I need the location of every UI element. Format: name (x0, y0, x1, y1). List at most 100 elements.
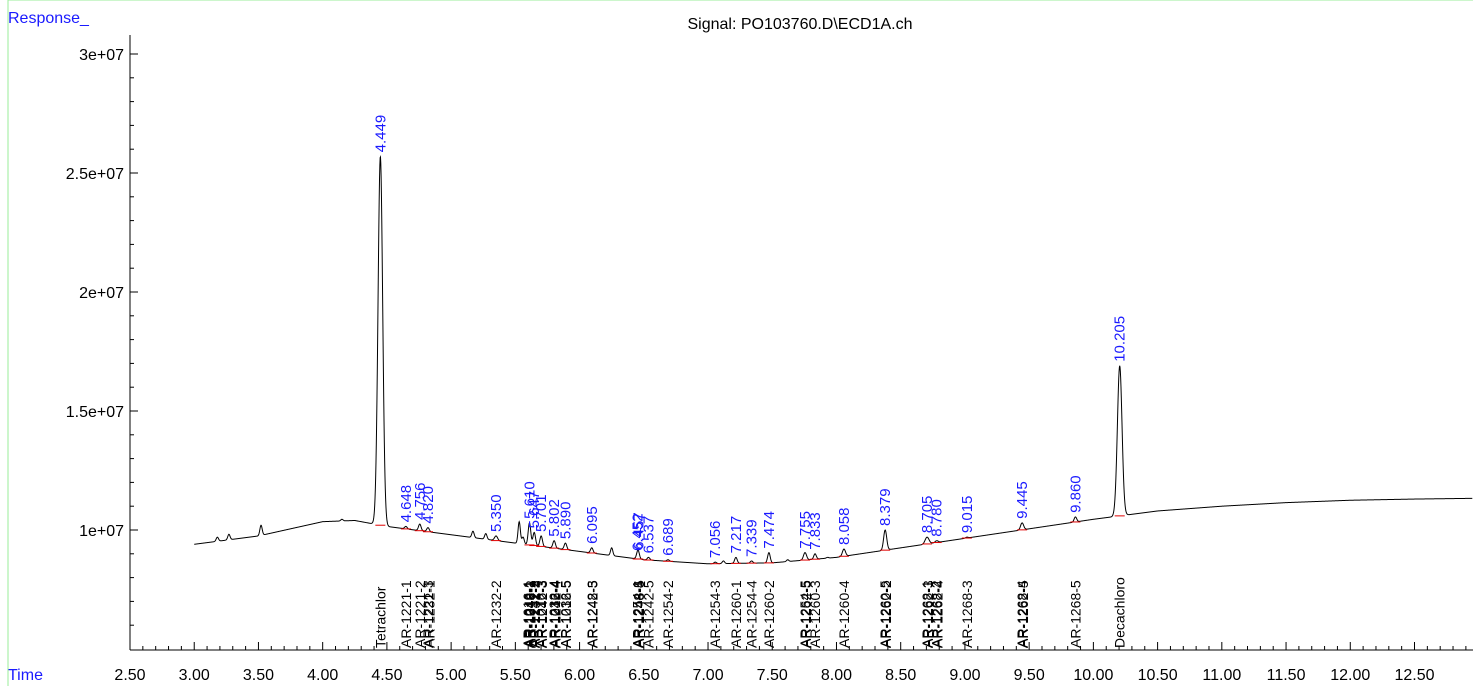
compound-label: AR-1248-4 (630, 580, 646, 648)
peak-label: 7.056 (707, 521, 724, 559)
peak-label: 6.095 (584, 506, 601, 544)
compound-label: AR-1254-3 (707, 580, 723, 648)
x-tick-label: 5.50 (500, 667, 531, 684)
y-axis-label: Response_ (8, 10, 89, 27)
x-tick-label: 3.50 (243, 667, 274, 684)
x-tick-label: 7.50 (757, 667, 788, 684)
peak-label: 5.647 (526, 491, 543, 529)
x-tick-label: 12.50 (1394, 667, 1434, 684)
peak-label: 5.701 (533, 494, 550, 532)
compound-label: AR-1232-3 (527, 580, 543, 648)
compound-label: AR-1260-5 (877, 580, 893, 648)
compound-label: AR-1262-4 (929, 580, 945, 648)
compound-label: AR-1232-1 (421, 580, 437, 648)
peak-label: 4.449 (372, 115, 389, 153)
compound-label: AR-1232-4 (546, 580, 562, 648)
x-tick-label: 10.50 (1138, 667, 1178, 684)
x-tick-label: 9.50 (1014, 667, 1045, 684)
peak-label: 8.705 (919, 496, 936, 534)
compound-label: AR-1248-1 (522, 580, 538, 648)
peak-label: 8.058 (836, 507, 853, 545)
compound-label: AR-1254-5 (797, 580, 813, 648)
chart-title: Signal: PO103760.D\ECD1A.ch (687, 16, 913, 33)
peak-label: 9.445 (1014, 481, 1031, 519)
y-tick-label: 3e+07 (79, 47, 124, 64)
compound-label: AR-1232-2 (488, 580, 504, 648)
compound-label: AR-1016-2 (523, 580, 539, 648)
compound-label: AR-1221-3 (420, 580, 436, 648)
peak-label: 7.474 (761, 511, 778, 549)
x-tick-label: 11.50 (1267, 667, 1306, 684)
peak-label: 4.756 (412, 483, 429, 521)
compound-label: AR-1268-5 (1067, 580, 1083, 648)
compound-label: AR-1242-3 (534, 580, 550, 648)
peak-label: 9.015 (959, 496, 976, 534)
peak-label: 10.205 (1112, 316, 1129, 362)
x-tick-label: 5.00 (436, 667, 467, 684)
compound-label: AR-1260-2 (761, 580, 777, 648)
x-tick-label: 8.50 (885, 667, 916, 684)
y-tick-label: 1.5e+07 (66, 404, 124, 421)
x-tick-label: 10.00 (1073, 667, 1113, 684)
compound-label: AR-1262-5 (798, 580, 814, 648)
compound-label: AR-1016-3 (533, 580, 549, 648)
peak-label: 6.457 (630, 512, 647, 550)
compound-label: AR-1242-1 (521, 580, 537, 648)
compound-label: AR-1268-3 (959, 580, 975, 648)
compound-label: AR-1242-2 (526, 580, 542, 648)
x-tick-label: 6.50 (628, 667, 659, 684)
compound-label: AR-1262-2 (878, 580, 894, 648)
peak-label: 7.339 (744, 519, 761, 557)
peak-label: 6.689 (660, 518, 677, 556)
compound-label: AR-1242-5 (585, 580, 601, 648)
peak-label: 7.833 (807, 512, 824, 550)
x-tick-label: 12.00 (1330, 667, 1370, 684)
compound-label: Tetrachlor (372, 586, 388, 648)
compound-label: AR-1268-1 (919, 580, 935, 648)
x-tick-label: 3.00 (179, 667, 210, 684)
compound-label: AR-1260-4 (836, 580, 852, 648)
y-tick-label: 2e+07 (79, 285, 124, 302)
peak-label: 5.890 (557, 502, 574, 540)
compound-label: AR-1260-1 (728, 580, 744, 648)
compound-label: AR-1221-1 (398, 580, 414, 648)
x-tick-label: 9.00 (949, 667, 980, 684)
compound-label: AR-1016-5 (558, 580, 574, 648)
peak-label: 6.537 (641, 516, 658, 554)
peak-label: 8.379 (877, 488, 894, 526)
peak-label: 5.350 (488, 494, 505, 532)
x-tick-label: 8.00 (821, 667, 852, 684)
y-tick-label: 2.5e+07 (66, 166, 124, 183)
peak-label: 9.860 (1067, 475, 1084, 513)
peak-label: 7.217 (728, 516, 745, 554)
x-tick-label: 4.00 (307, 667, 338, 684)
compound-label: AR-1016-4 (547, 580, 563, 648)
x-tick-label: 7.00 (692, 667, 723, 684)
peak-label: 4.820 (420, 486, 437, 524)
peak-label: 7.755 (797, 511, 814, 549)
x-tick-label: 4.50 (371, 667, 402, 684)
x-tick-label: 2.50 (114, 667, 145, 684)
compound-label: AR-1221-2 (412, 580, 428, 648)
compound-label: AR-1262-3 (920, 580, 936, 648)
peak-label: 5.802 (546, 499, 563, 537)
compound-label: AR-1254-4 (744, 580, 760, 648)
compound-label: AR-1254-2 (660, 580, 676, 648)
y-tick-label: 1e+07 (79, 523, 124, 540)
compound-label: AR-1260-3 (807, 580, 823, 648)
compound-label: AR-1254-1 (630, 580, 646, 648)
compound-label: AR-1268-4 (1014, 580, 1030, 648)
compound-label: AR-1248-3 (584, 580, 600, 648)
compound-label: AR-1016-1 (520, 580, 536, 648)
x-axis-label: Time (8, 667, 43, 684)
peak-label: 5.610 (521, 481, 538, 519)
compound-label: AR-1262-5 (1015, 580, 1031, 648)
compound-label: AR-1242-4 (548, 580, 564, 648)
compound-label: AR-1232-5 (557, 580, 573, 648)
x-tick-label: 11.00 (1202, 667, 1241, 684)
peak-label: 6.452 (630, 513, 647, 551)
compound-label: AR-1268-2 (929, 580, 945, 648)
x-tick-label: 6.00 (564, 667, 595, 684)
peak-label: 4.648 (398, 485, 415, 523)
